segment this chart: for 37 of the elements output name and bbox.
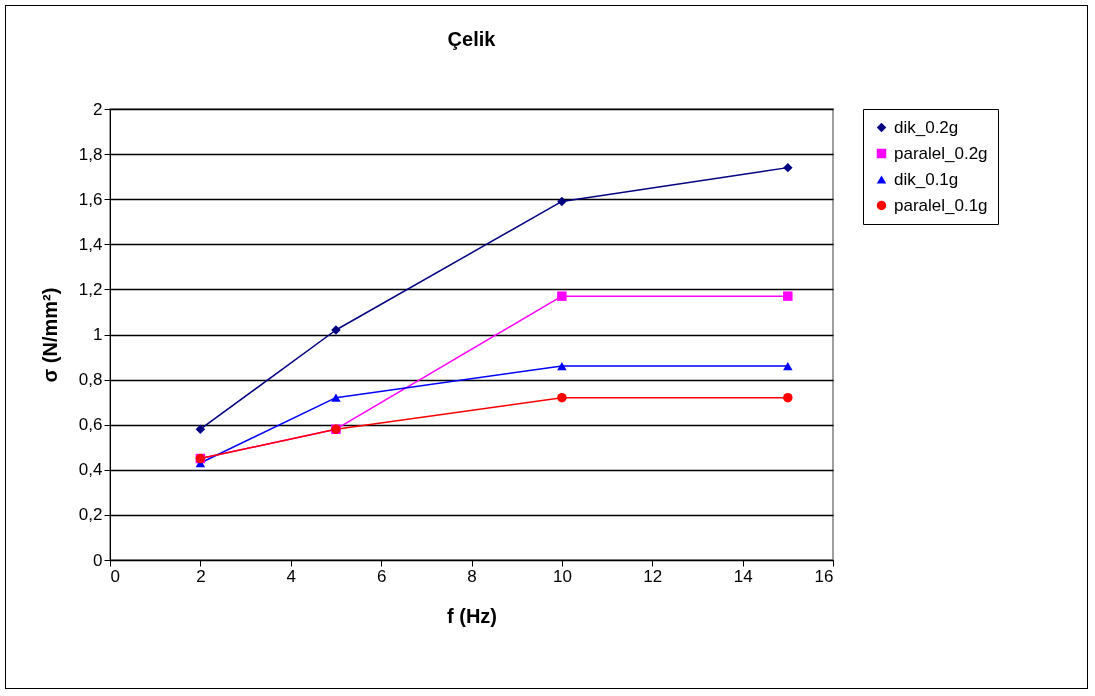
point <box>557 291 567 301</box>
y-tick-label: 0,4 <box>78 460 103 480</box>
point <box>783 392 793 403</box>
legend-label: dik_0.2g <box>894 117 959 137</box>
y-tick-label: 1 <box>93 325 103 344</box>
point <box>557 361 567 371</box>
y-tick-label: 1,2 <box>78 279 103 299</box>
y-tick-label: 1,8 <box>78 144 103 164</box>
point <box>783 361 793 371</box>
y-tick-label: 1,4 <box>78 234 103 254</box>
legend-label: paralel_0.2g <box>894 143 988 163</box>
chart-title: Çelik <box>447 28 497 50</box>
y-tick-label: 0,8 <box>78 370 103 390</box>
point <box>331 393 341 402</box>
point <box>195 424 206 434</box>
x-tick-label: 6 <box>376 566 387 586</box>
y-tick-label: 0,2 <box>78 505 103 525</box>
x-axis-title: f (Hz) <box>447 604 497 627</box>
legend-label: dik_0.1g <box>894 169 959 189</box>
x-tick-label: 14 <box>733 566 753 586</box>
x-tick-label: 16 <box>814 566 834 586</box>
x-tick-label: 10 <box>552 566 572 586</box>
x-tick-label: 0 <box>110 566 120 586</box>
point <box>783 162 793 173</box>
x-tick-label: 12 <box>643 566 663 586</box>
point <box>557 196 567 207</box>
legend-label: paralel_0.1g <box>894 195 988 215</box>
point <box>783 291 793 301</box>
y-tick-label: 1,6 <box>78 189 103 209</box>
x-tick-label: 8 <box>467 566 477 586</box>
y-axis-title: σ (N/mm²) <box>38 287 61 383</box>
point <box>557 392 567 403</box>
x-tick-label: 4 <box>286 566 296 586</box>
y-tick-label: 0,6 <box>78 415 103 435</box>
y-tick-label: 0 <box>93 550 103 570</box>
x-tick-label: 2 <box>196 566 206 586</box>
y-tick-label: 2 <box>93 99 103 119</box>
